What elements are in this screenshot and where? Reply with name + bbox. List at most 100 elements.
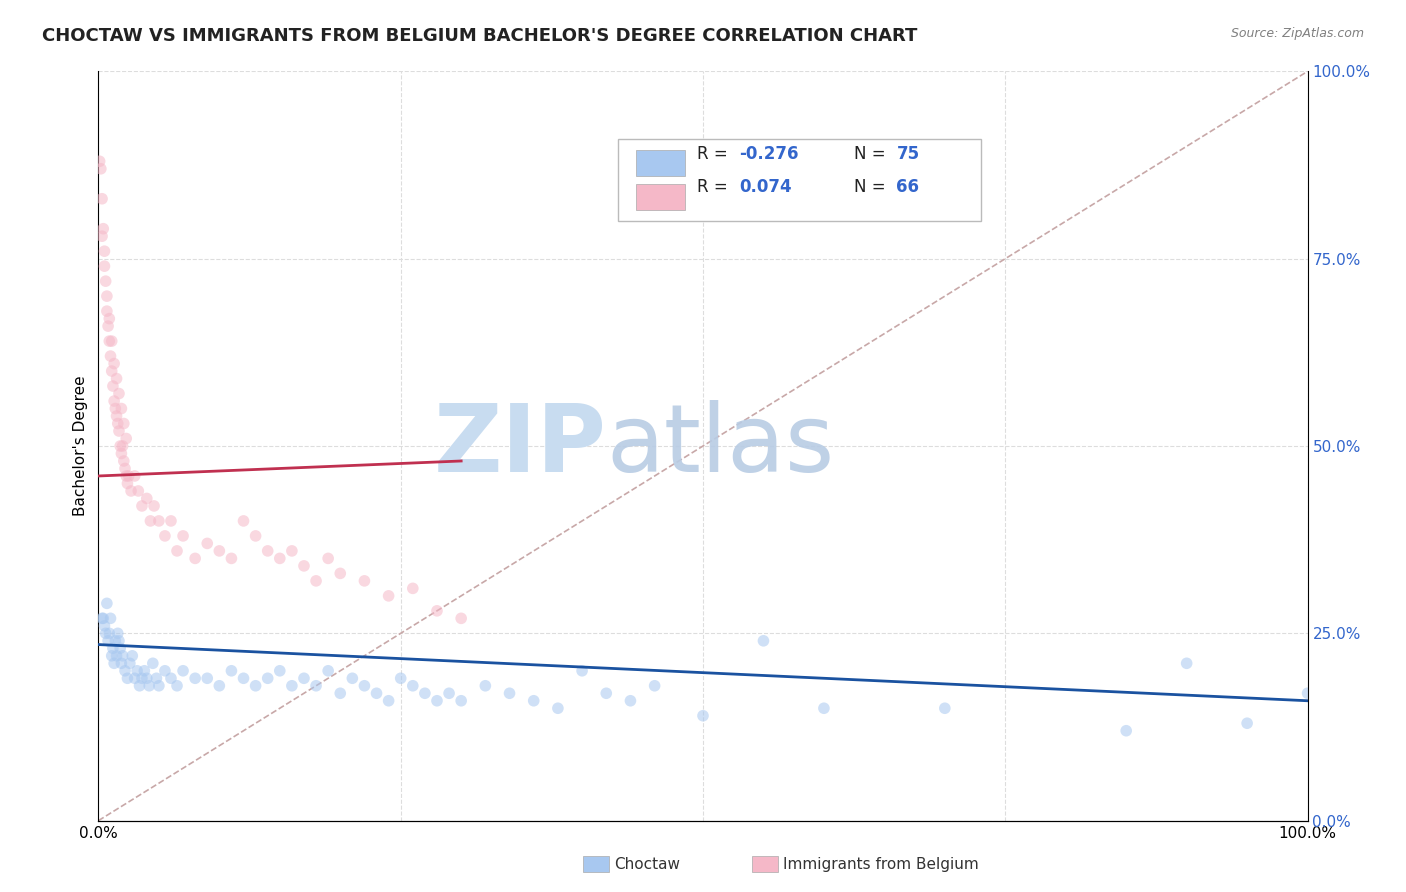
Point — [111, 648, 134, 663]
Point — [108, 386, 131, 401]
Point — [97, 633, 120, 648]
Point — [1115, 723, 1137, 738]
Point — [166, 679, 188, 693]
Point — [117, 476, 139, 491]
Point — [120, 483, 142, 498]
Point — [135, 671, 157, 685]
Point — [269, 664, 291, 678]
Point — [143, 499, 166, 513]
Point — [98, 334, 121, 348]
Point — [450, 611, 472, 625]
Point — [93, 244, 115, 259]
Point — [96, 289, 118, 303]
Point — [100, 364, 122, 378]
Text: N =: N = — [855, 145, 891, 162]
Point — [329, 686, 352, 700]
Point — [93, 259, 115, 273]
Point — [142, 657, 165, 671]
Text: Source: ZipAtlas.com: Source: ZipAtlas.com — [1230, 27, 1364, 40]
Point — [437, 686, 460, 700]
Point — [1296, 686, 1319, 700]
Point — [91, 229, 114, 244]
Point — [342, 671, 364, 685]
Point — [96, 596, 118, 610]
Text: CHOCTAW VS IMMIGRANTS FROM BELGIUM BACHELOR'S DEGREE CORRELATION CHART: CHOCTAW VS IMMIGRANTS FROM BELGIUM BACHE… — [42, 27, 918, 45]
Point — [256, 544, 278, 558]
Point — [94, 626, 117, 640]
Point — [316, 551, 339, 566]
Point — [413, 686, 436, 700]
Point — [135, 491, 157, 506]
Point — [91, 221, 114, 235]
Point — [145, 671, 167, 685]
Text: ZIP: ZIP — [433, 400, 606, 492]
Point — [426, 694, 449, 708]
Point — [813, 701, 835, 715]
Point — [269, 551, 291, 566]
Point — [89, 154, 111, 169]
Point — [450, 694, 472, 708]
Point — [101, 641, 124, 656]
Point — [172, 664, 194, 678]
Point — [172, 529, 194, 543]
Bar — [637, 184, 685, 210]
Point — [108, 424, 131, 438]
Point — [100, 334, 122, 348]
Point — [148, 679, 170, 693]
Point — [195, 536, 218, 550]
Point — [256, 671, 278, 685]
Point — [208, 679, 231, 693]
Point — [105, 371, 128, 385]
Point — [91, 611, 114, 625]
Point — [128, 679, 150, 693]
Point — [107, 626, 129, 640]
Point — [329, 566, 352, 581]
Point — [112, 454, 135, 468]
Point — [1236, 716, 1258, 731]
Point — [221, 664, 243, 678]
Point — [94, 274, 117, 288]
Text: R =: R = — [697, 145, 733, 162]
Point — [100, 349, 122, 363]
Point — [118, 469, 141, 483]
Point — [98, 311, 121, 326]
Point — [91, 611, 114, 625]
Point — [124, 671, 146, 685]
Point — [111, 439, 134, 453]
Point — [184, 671, 207, 685]
Point — [153, 664, 176, 678]
Point — [131, 671, 153, 685]
Point — [124, 469, 146, 483]
Text: -0.276: -0.276 — [740, 145, 799, 162]
Point — [148, 514, 170, 528]
Point — [105, 409, 128, 423]
Point — [110, 446, 132, 460]
Point — [166, 544, 188, 558]
Point — [121, 648, 143, 663]
Point — [117, 671, 139, 685]
Point — [377, 694, 399, 708]
Point — [426, 604, 449, 618]
Point — [523, 694, 546, 708]
Point — [934, 701, 956, 715]
Point — [114, 664, 136, 678]
Point — [103, 394, 125, 409]
Point — [160, 671, 183, 685]
Point — [305, 574, 328, 588]
Point — [571, 664, 593, 678]
Point — [110, 401, 132, 416]
Text: 0.074: 0.074 — [740, 178, 792, 196]
Point — [93, 619, 115, 633]
Point — [103, 657, 125, 671]
Point — [292, 671, 315, 685]
Point — [208, 544, 231, 558]
Point — [96, 304, 118, 318]
Text: N =: N = — [855, 178, 891, 196]
Point — [353, 679, 375, 693]
FancyBboxPatch shape — [619, 139, 981, 221]
Point — [245, 529, 267, 543]
Point — [316, 664, 339, 678]
Point — [131, 499, 153, 513]
Point — [402, 679, 425, 693]
Point — [644, 679, 666, 693]
